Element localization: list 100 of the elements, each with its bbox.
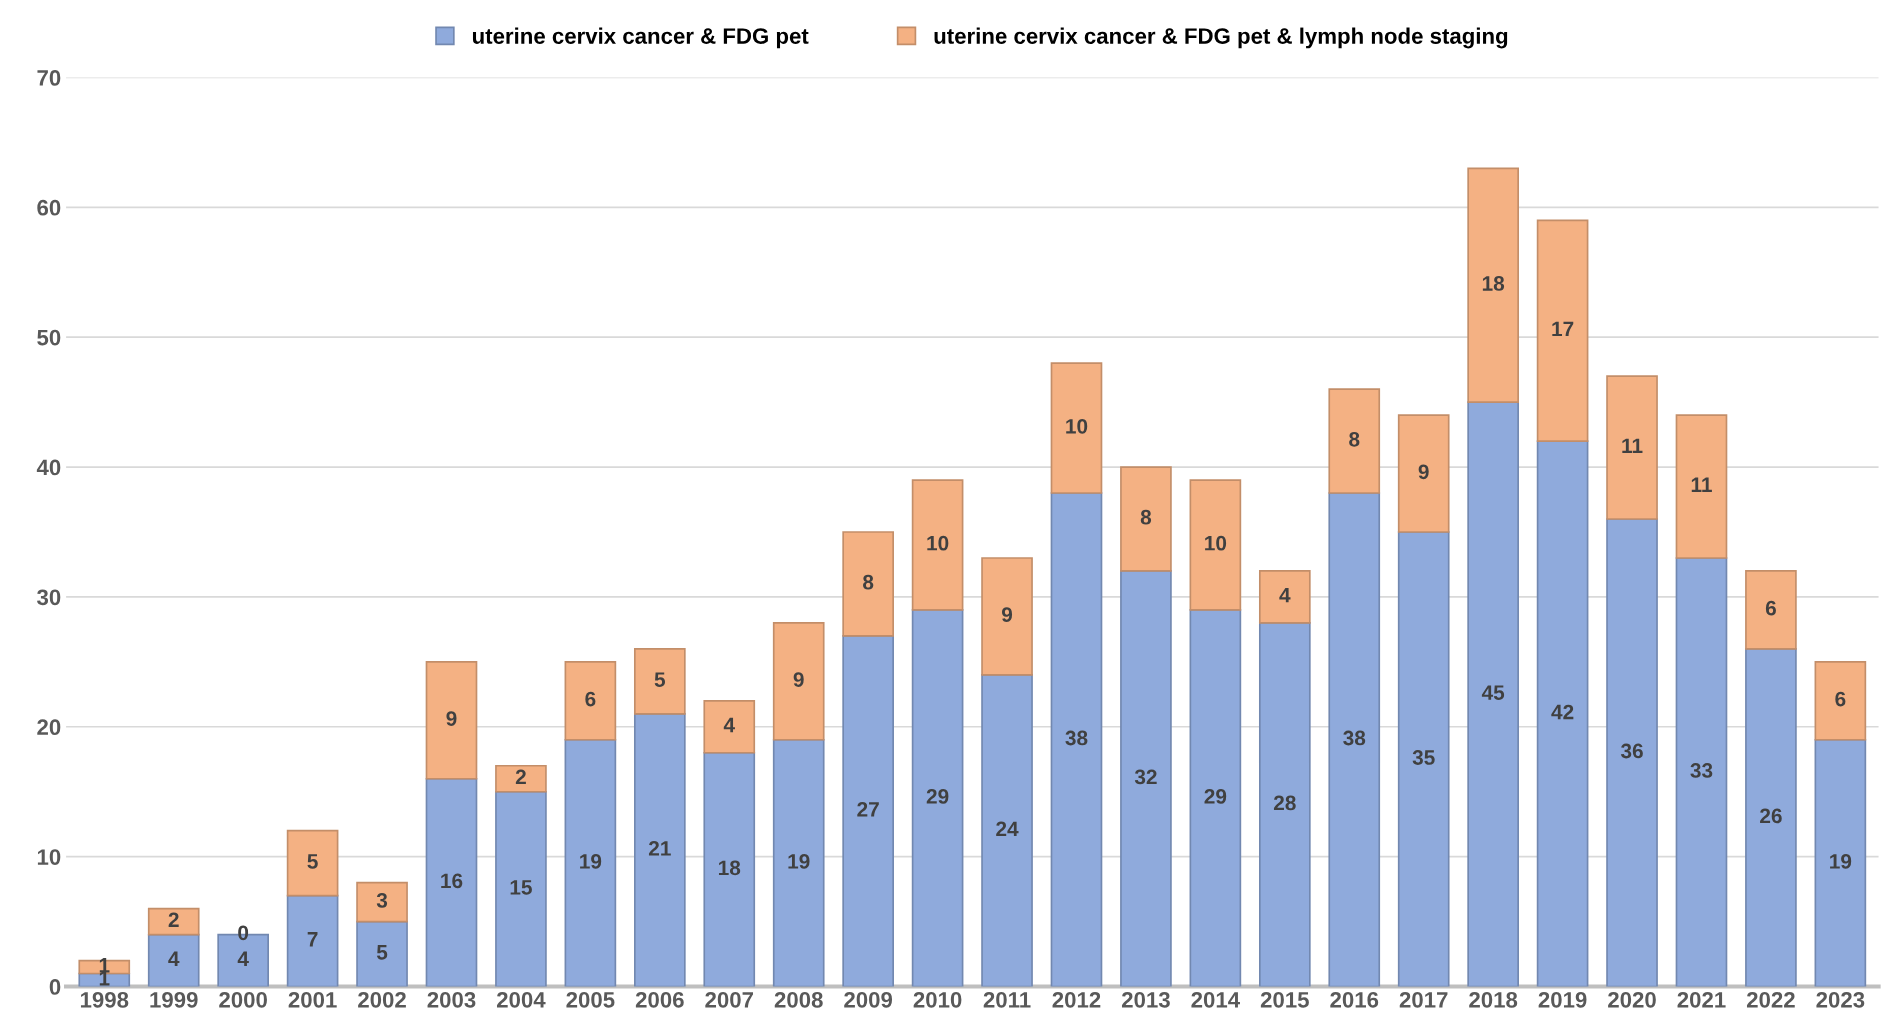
bar <box>1814 661 1867 741</box>
data-label: 9 <box>446 711 457 726</box>
bar <box>1745 570 1797 650</box>
bar <box>1745 648 1797 987</box>
bar <box>286 829 339 897</box>
x-tick-label: 2011 <box>983 991 1031 1008</box>
bar <box>703 699 756 754</box>
bar <box>981 674 1033 987</box>
bar <box>1050 362 1103 494</box>
bar <box>1328 492 1381 987</box>
x-tick-label: 2000 <box>219 991 267 1008</box>
x-tick-label: 1999 <box>150 991 198 1008</box>
y-tick-label: 70 <box>37 70 61 86</box>
x-tick-label: 2019 <box>1538 991 1587 1008</box>
data-label: 7 <box>307 932 318 947</box>
bar <box>772 738 825 987</box>
bar <box>495 764 547 793</box>
y-tick-label: 30 <box>37 589 61 606</box>
data-label: 11 <box>1622 438 1643 453</box>
data-label: 24 <box>996 821 1019 837</box>
y-tick-label: 40 <box>36 459 61 476</box>
data-label: 19 <box>788 853 810 869</box>
bar <box>842 531 894 637</box>
x-tick-label: 2023 <box>1816 991 1865 1008</box>
y-tick-label: 60 <box>37 199 61 216</box>
data-label: 6 <box>585 691 596 707</box>
bar <box>842 635 894 987</box>
data-label: 5 <box>307 854 318 869</box>
x-tick-label: 2017 <box>1399 991 1448 1008</box>
bar <box>1536 219 1589 442</box>
bar <box>1189 609 1242 987</box>
bar <box>1258 622 1311 987</box>
bar <box>356 920 408 987</box>
x-tick-label: 2016 <box>1330 991 1379 1008</box>
data-label: 9 <box>793 672 804 687</box>
data-label: 8 <box>863 574 874 590</box>
data-label: 5 <box>376 945 388 960</box>
bar <box>147 907 200 936</box>
bar <box>1397 531 1450 987</box>
x-tick-label: 2020 <box>1608 991 1656 1008</box>
bar <box>425 661 478 780</box>
bar <box>1397 414 1450 533</box>
data-label: 8 <box>1349 431 1360 447</box>
data-label: 21 <box>648 841 671 856</box>
x-tick-label: 2008 <box>774 991 823 1008</box>
bar <box>1606 375 1658 520</box>
bar <box>1467 401 1519 987</box>
x-tick-label: 2018 <box>1469 991 1518 1008</box>
legend-label: uterine cervix cancer & FDG pet <box>472 27 809 49</box>
data-label: 5 <box>654 672 666 687</box>
bar <box>495 790 547 987</box>
bar <box>1675 557 1728 987</box>
data-label: 6 <box>1765 600 1776 616</box>
data-label: 17 <box>1552 321 1574 337</box>
data-label: 19 <box>580 853 602 869</box>
bar <box>1120 466 1172 572</box>
data-label: 32 <box>1134 769 1157 785</box>
x-tick-label: 2014 <box>1191 991 1240 1008</box>
x-tick-label: 2003 <box>427 991 476 1008</box>
bar <box>286 894 339 987</box>
data-label: 15 <box>510 880 532 895</box>
data-label: 26 <box>1760 808 1782 824</box>
data-label: 45 <box>1481 685 1505 700</box>
data-label: 29 <box>926 789 949 804</box>
bar <box>911 609 964 987</box>
y-tick-label: 10 <box>37 849 61 865</box>
data-label: 33 <box>1690 763 1713 778</box>
x-tick-label: 2021 <box>1677 991 1726 1008</box>
data-label: 4 <box>1279 587 1291 603</box>
x-tick-label: 2007 <box>705 991 754 1008</box>
bar <box>911 479 964 611</box>
data-label: 10 <box>1066 418 1088 434</box>
data-label: 27 <box>857 802 879 817</box>
bar <box>425 777 478 987</box>
bar <box>772 622 825 741</box>
x-tick-label: 2010 <box>913 991 962 1008</box>
bar <box>1120 570 1172 987</box>
data-label: 11 <box>1691 477 1712 492</box>
bar <box>981 557 1033 676</box>
y-tick-label: 20 <box>37 719 61 736</box>
data-label: 3 <box>376 892 388 908</box>
data-label: 29 <box>1204 789 1227 804</box>
data-label: 38 <box>1343 730 1366 746</box>
data-label: 38 <box>1065 730 1088 746</box>
legend-label: uterine cervix cancer & FDG pet & lymph node staging <box>934 27 1508 49</box>
bar <box>1814 738 1867 987</box>
bar <box>1675 414 1728 559</box>
data-label: 19 <box>1830 853 1852 869</box>
bar <box>1189 479 1242 611</box>
data-label: 36 <box>1620 743 1643 759</box>
bar <box>1050 492 1103 987</box>
data-label: 1 <box>99 971 110 986</box>
data-label: 6 <box>1835 691 1846 707</box>
data-label: 18 <box>718 860 741 876</box>
bar <box>564 738 617 987</box>
data-label: 16 <box>441 873 463 889</box>
data-label: 2 <box>515 769 526 785</box>
data-label: 10 <box>1205 535 1227 551</box>
x-tick-label: 2004 <box>496 991 546 1008</box>
bar <box>703 751 756 987</box>
